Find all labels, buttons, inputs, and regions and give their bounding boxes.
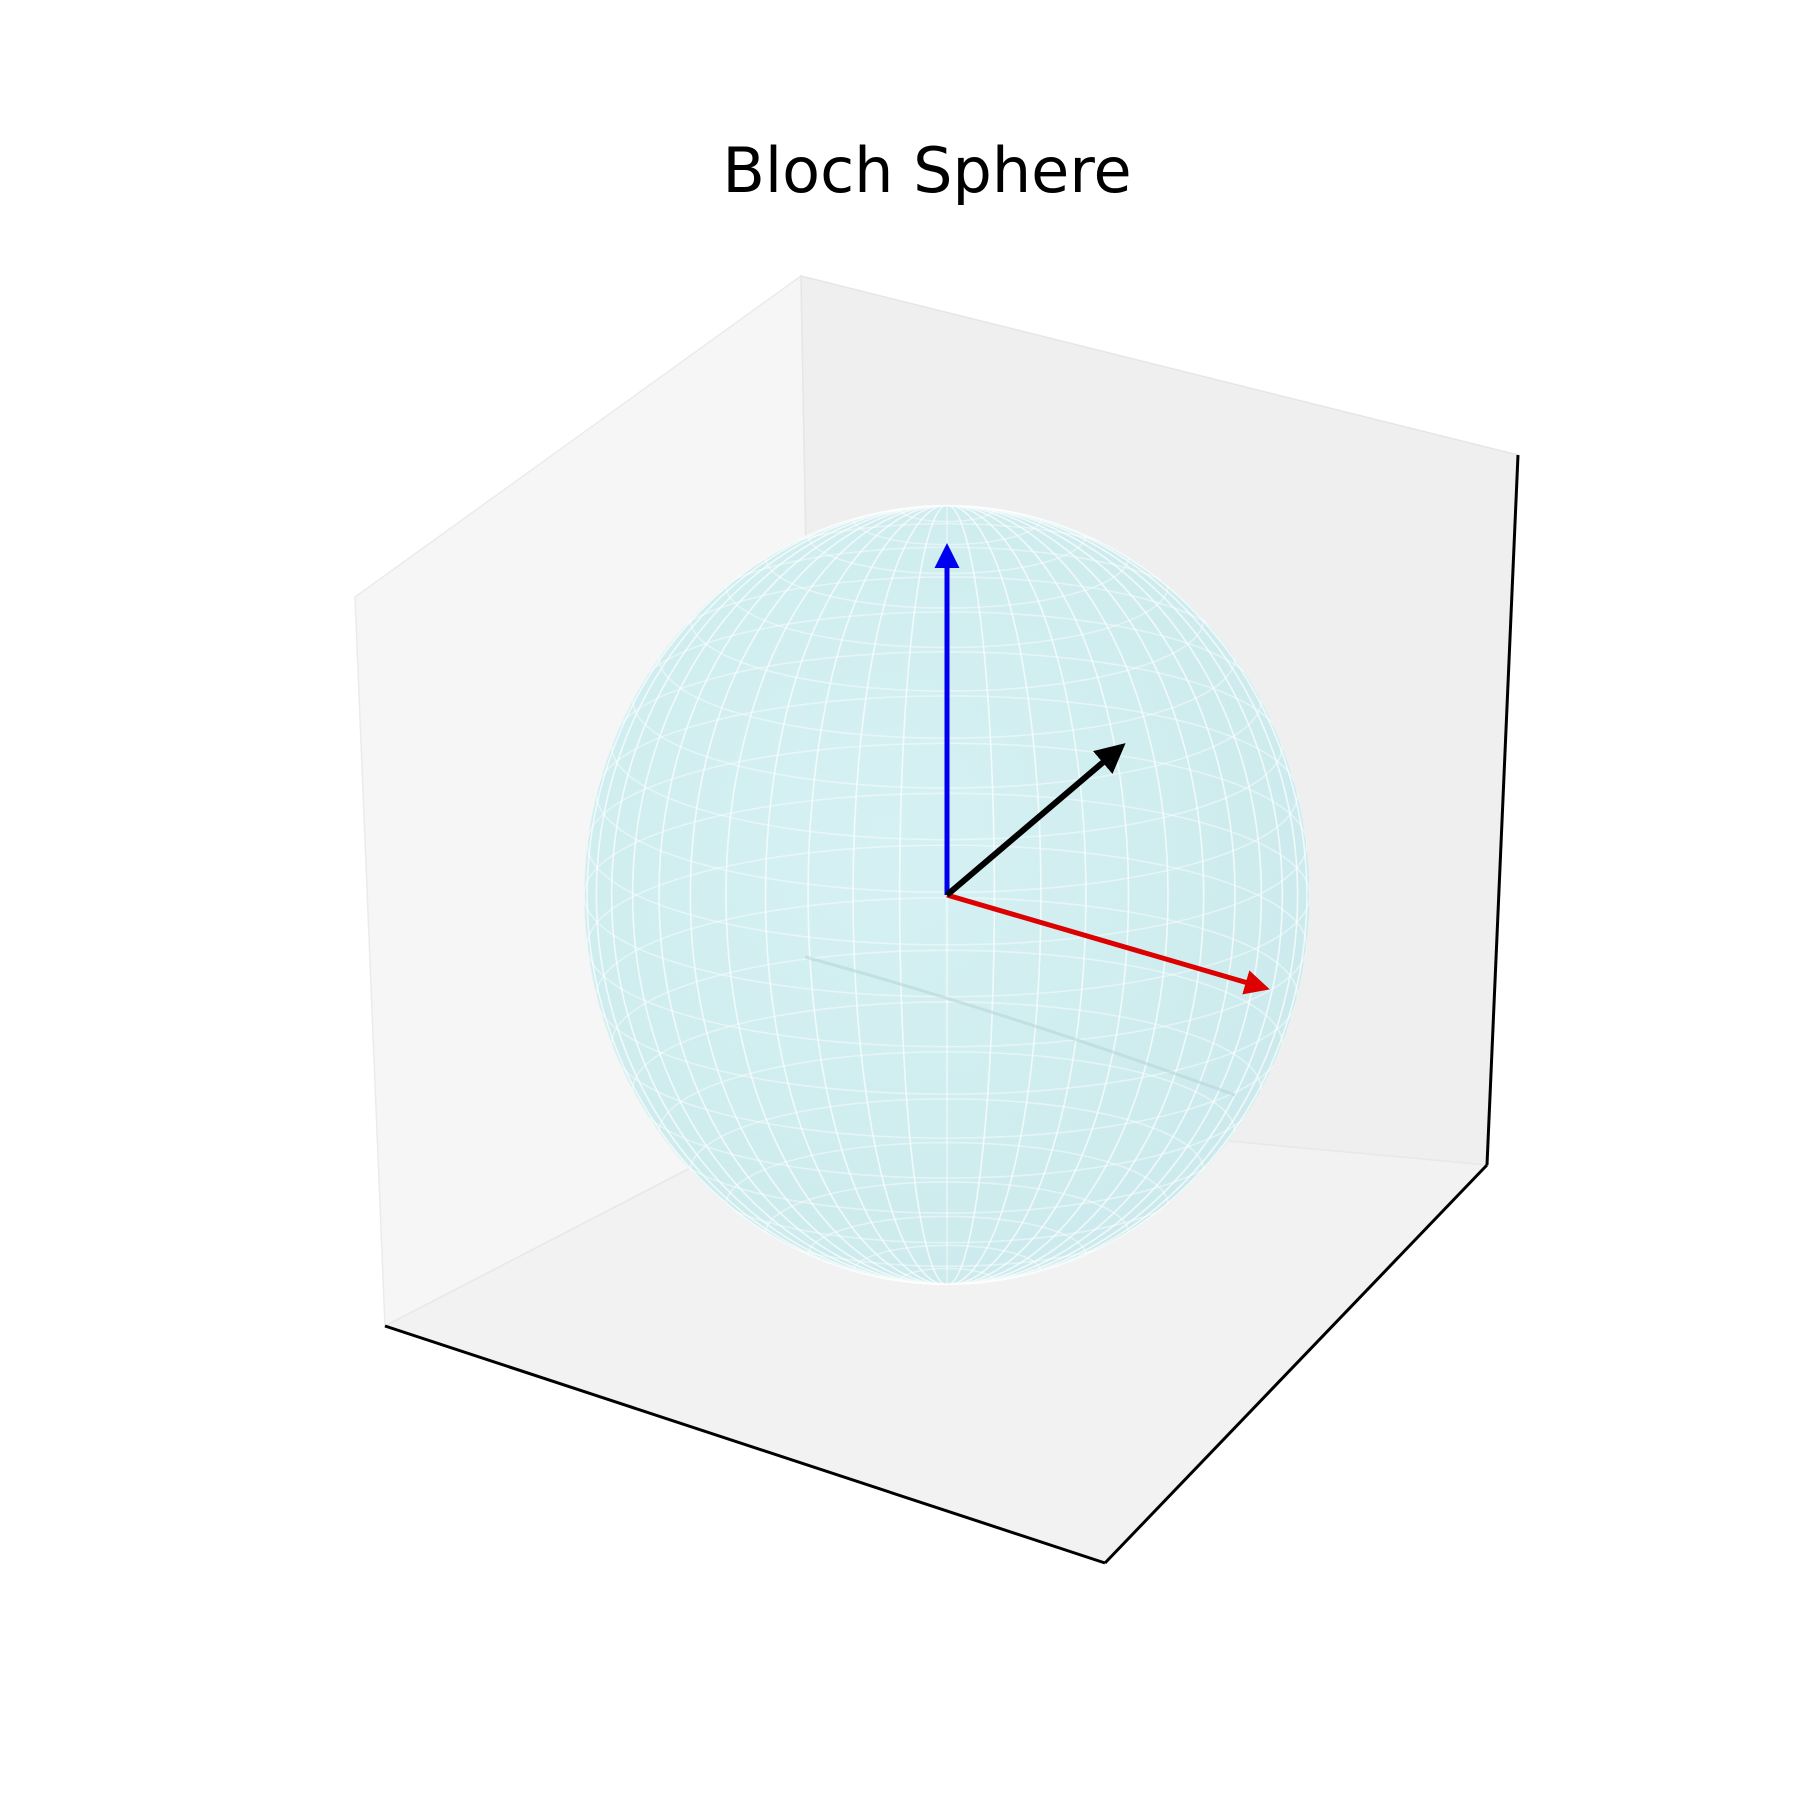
equator-shadow	[804, 955, 1236, 1097]
state-vector	[945, 743, 1126, 898]
mesh-latitude-line	[898, 505, 996, 523]
x-axis-line	[384, 1324, 1106, 1565]
mesh-longitude-line	[595, 505, 1299, 1285]
mesh-longitude-line	[631, 505, 1263, 1285]
mesh-longitude-line	[725, 505, 1169, 1285]
z-axis-line	[1485, 454, 1520, 1166]
x-axis-vector	[946, 892, 1270, 995]
mesh-longitude-line	[586, 505, 1308, 1285]
mesh-longitude-line	[595, 505, 1299, 1285]
chart-title: Bloch Sphere	[722, 134, 1131, 207]
mesh-latitude-line	[689, 1098, 1205, 1244]
mesh-longitude-line	[807, 505, 1087, 1285]
mesh-latitude-line	[898, 1267, 996, 1285]
mesh-longitude-line	[807, 505, 1087, 1285]
mesh-latitude-line	[852, 1244, 1042, 1285]
mesh-longitude-line	[610, 505, 1284, 1285]
mesh-longitude-line	[658, 505, 1236, 1285]
mesh-longitude-line	[586, 505, 1308, 1285]
y-axis-line	[1103, 1163, 1489, 1565]
axis-lines	[384, 454, 1520, 1565]
mesh-longitude-line	[725, 505, 1169, 1285]
mesh-longitude-line	[631, 505, 1263, 1285]
mesh-longitude-line	[898, 505, 996, 1285]
mesh-latitude-line	[807, 1215, 1087, 1285]
mesh-latitude-line	[764, 1181, 1130, 1285]
mesh-latitude-line	[631, 1001, 1263, 1179]
mesh-longitude-line	[689, 505, 1205, 1285]
mesh-longitude-line	[764, 505, 1130, 1285]
mesh-longitude-line	[898, 505, 996, 1285]
mesh-longitude-line	[764, 505, 1130, 1285]
mesh-longitude-line	[689, 505, 1205, 1285]
mesh-longitude-line	[852, 505, 1042, 1285]
mesh-longitude-line	[610, 505, 1284, 1285]
mesh-longitude-line	[852, 505, 1042, 1285]
vectors	[934, 543, 1270, 995]
mesh-longitude-line	[658, 505, 1236, 1285]
